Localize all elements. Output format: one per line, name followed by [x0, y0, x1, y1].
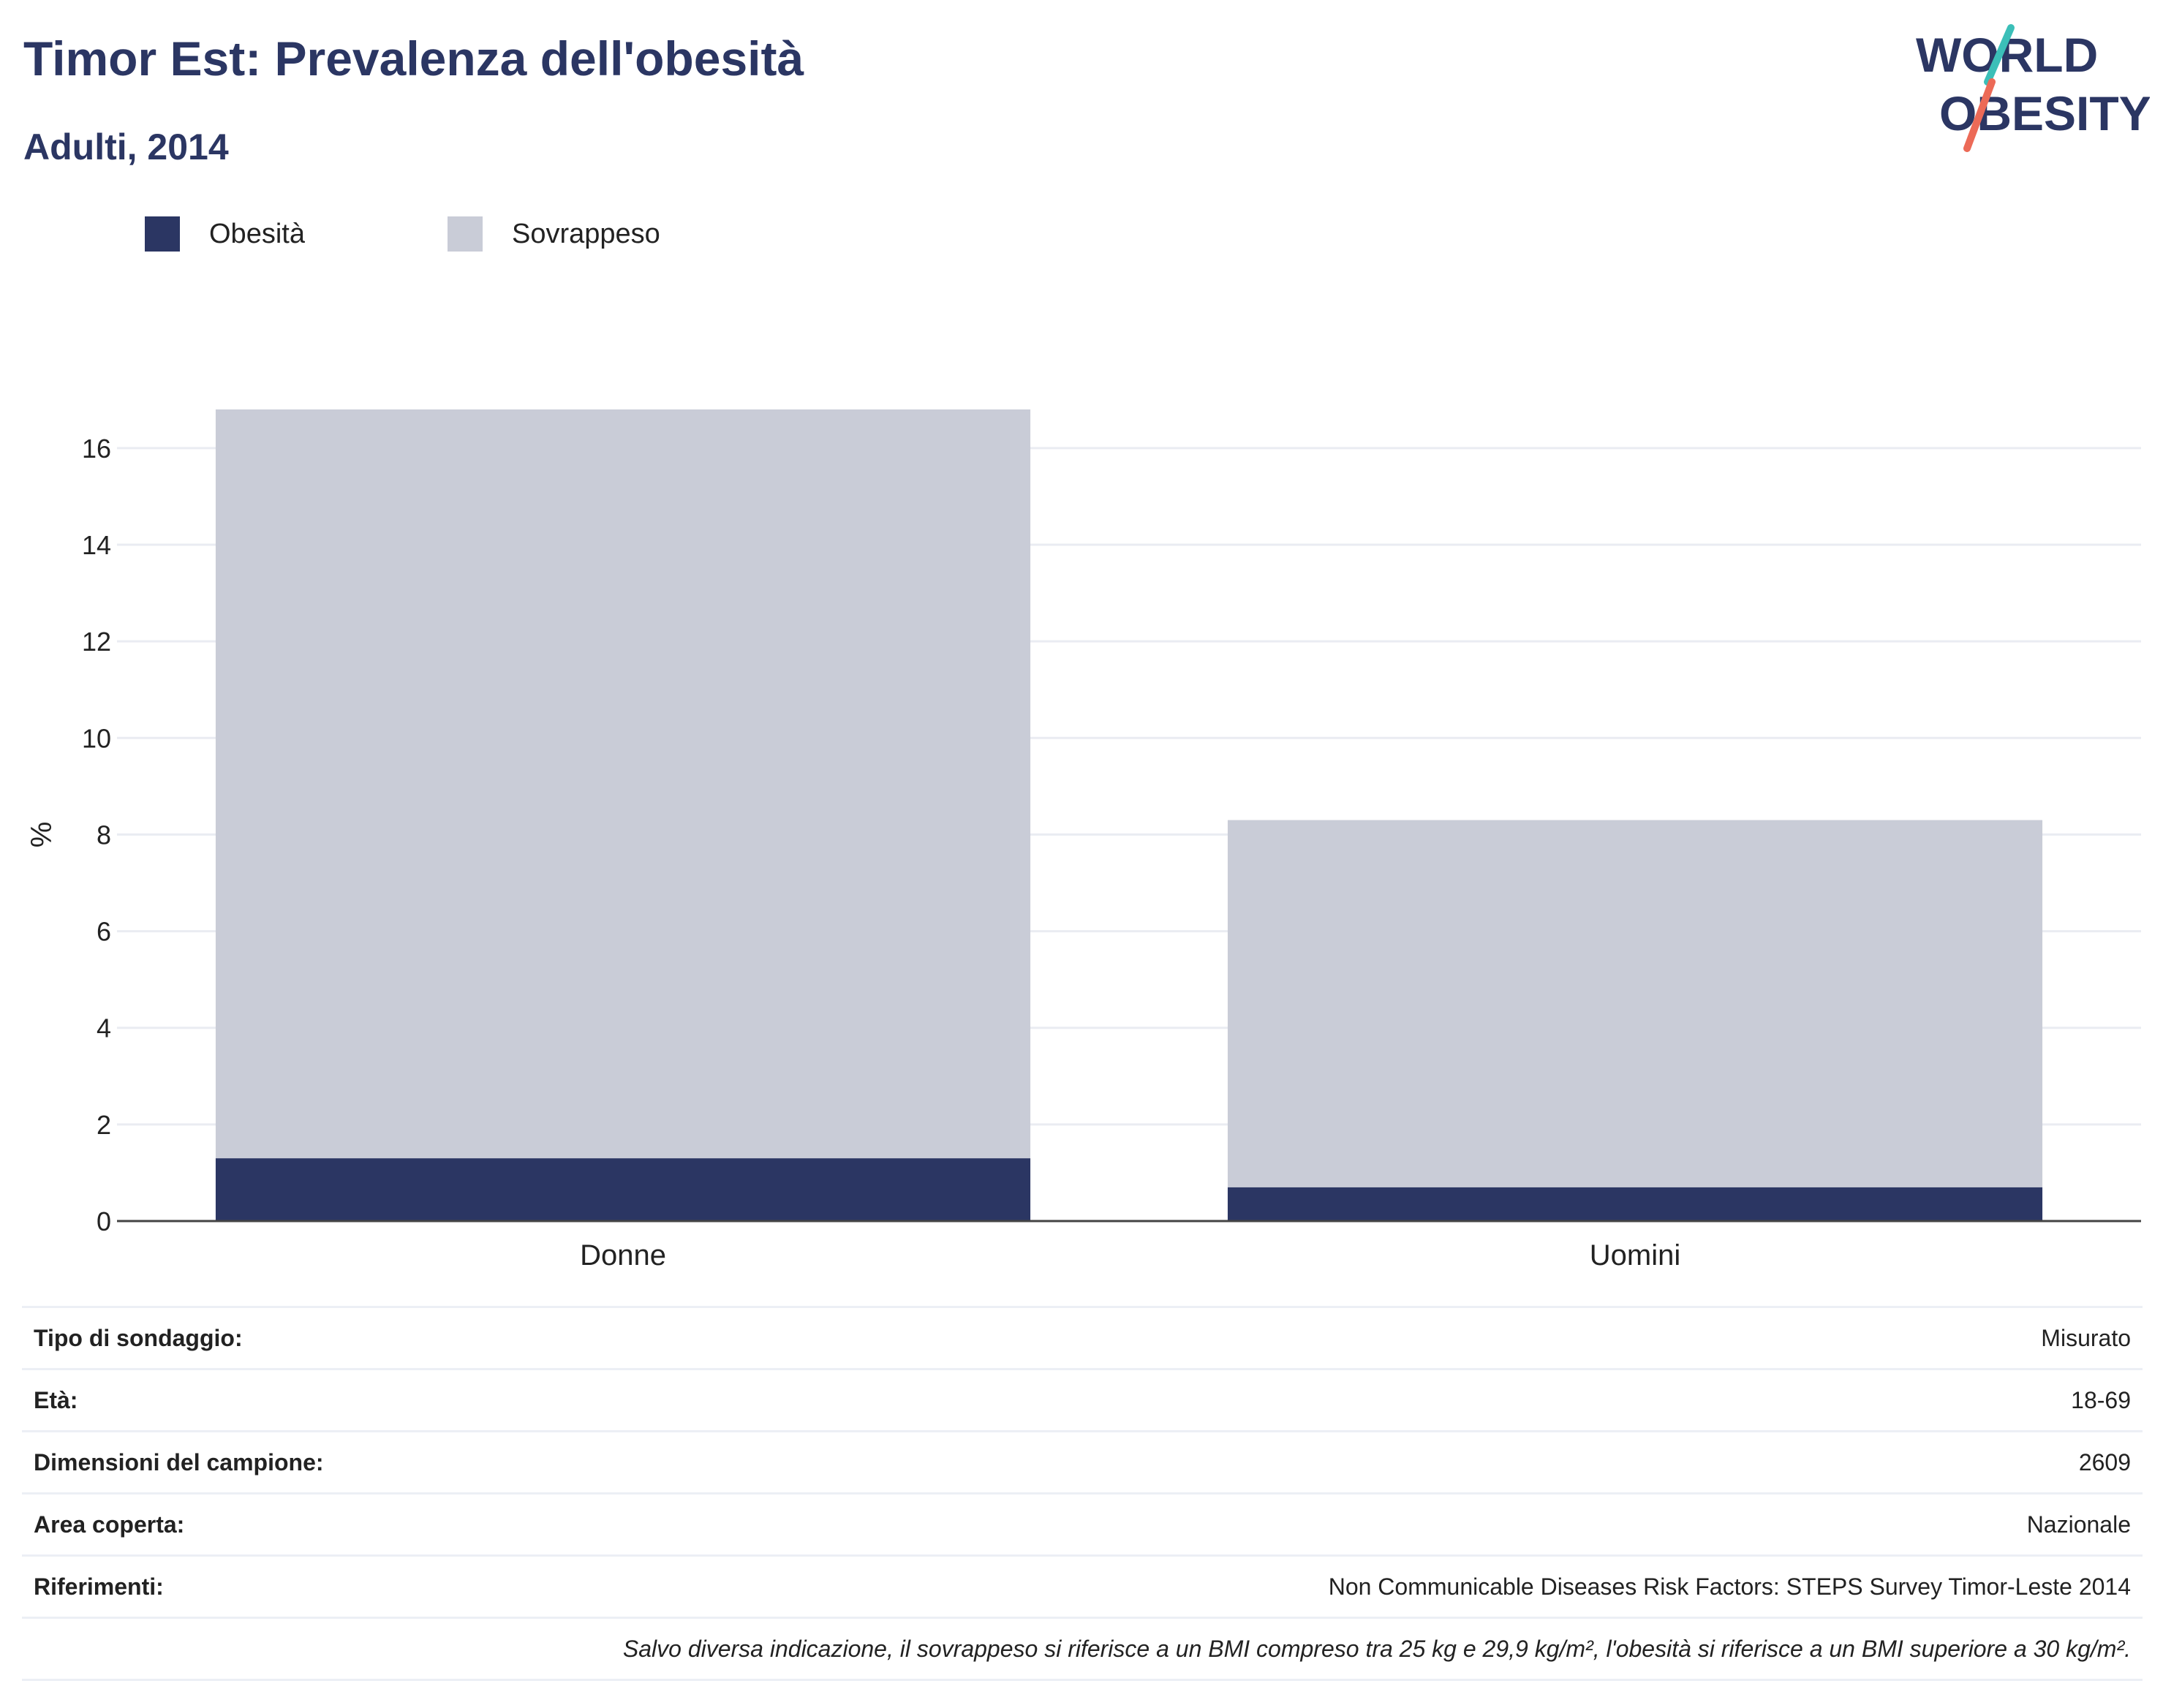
legend-label-obesity: Obesità [209, 218, 305, 249]
table-row: Riferimenti: Non Communicable Diseases R… [22, 1554, 2143, 1618]
info-value: Nazionale [605, 1492, 2143, 1556]
y-tick-label: 6 [97, 917, 111, 947]
y-tick-label: 0 [97, 1206, 111, 1236]
y-tick-label: 2 [97, 1110, 111, 1140]
chart-subtitle: Adulti, 2014 [23, 126, 229, 167]
bar-obesity-donne [215, 1158, 1031, 1221]
info-key: Area coperta: [22, 1492, 605, 1556]
world-obesity-logo: WORLD OBESITY [1916, 24, 2150, 152]
table-row: Dimensioni del campione: 2609 [22, 1430, 2143, 1494]
info-key: Età: [22, 1368, 605, 1432]
y-tick-label: 10 [82, 723, 111, 753]
logo-slash-teal [1984, 24, 2015, 86]
y-tick-label: 12 [82, 627, 111, 657]
y-tick-label: 4 [97, 1013, 111, 1043]
info-key: Riferimenti: [22, 1554, 605, 1618]
legend-swatch-overweight [448, 216, 483, 252]
info-value: 18-69 [605, 1368, 2143, 1432]
legend-label-overweight: Sovrappeso [512, 218, 660, 249]
info-key: Tipo di sondaggio: [22, 1306, 605, 1369]
survey-info-table: Tipo di sondaggio: Misurato Età: 18-69 D… [22, 1306, 2143, 1681]
y-tick-label: 16 [82, 434, 111, 464]
info-key: Dimensioni del campione: [22, 1430, 605, 1494]
legend-swatch-obesity [145, 216, 180, 252]
legend-item-overweight[interactable]: Sovrappeso [448, 216, 660, 252]
x-tick-label: Uomini [1590, 1239, 1680, 1271]
bar-chart: 0 2 4 6 8 10 12 14 16% Donne Uomini [26, 409, 2141, 1271]
footnote: Salvo diversa indicazione, il sovrappeso… [22, 1617, 2143, 1681]
info-value: Non Communicable Diseases Risk Factors: … [605, 1554, 2143, 1618]
x-tick-label: Donne [580, 1239, 666, 1271]
bar-overweight-uomini [1227, 820, 2043, 1187]
table-row: Salvo diversa indicazione, il sovrappeso… [22, 1617, 2143, 1681]
bar-overweight-donne [215, 409, 1031, 1159]
y-axis-label: % [26, 822, 58, 848]
table-row: Tipo di sondaggio: Misurato [22, 1306, 2143, 1369]
info-value: Misurato [605, 1306, 2143, 1369]
y-tick-label: 14 [82, 530, 111, 560]
legend-item-obesity[interactable]: Obesità [145, 216, 305, 252]
info-value: 2609 [605, 1430, 2143, 1494]
table-row: Età: 18-69 [22, 1368, 2143, 1432]
table-row: Area coperta: Nazionale [22, 1492, 2143, 1556]
logo-slash-red [1963, 78, 1996, 152]
y-tick-label: 8 [97, 820, 111, 850]
chart-title: Timor Est: Prevalenza dell'obesità [23, 31, 804, 86]
bar-obesity-uomini [1227, 1187, 2043, 1221]
